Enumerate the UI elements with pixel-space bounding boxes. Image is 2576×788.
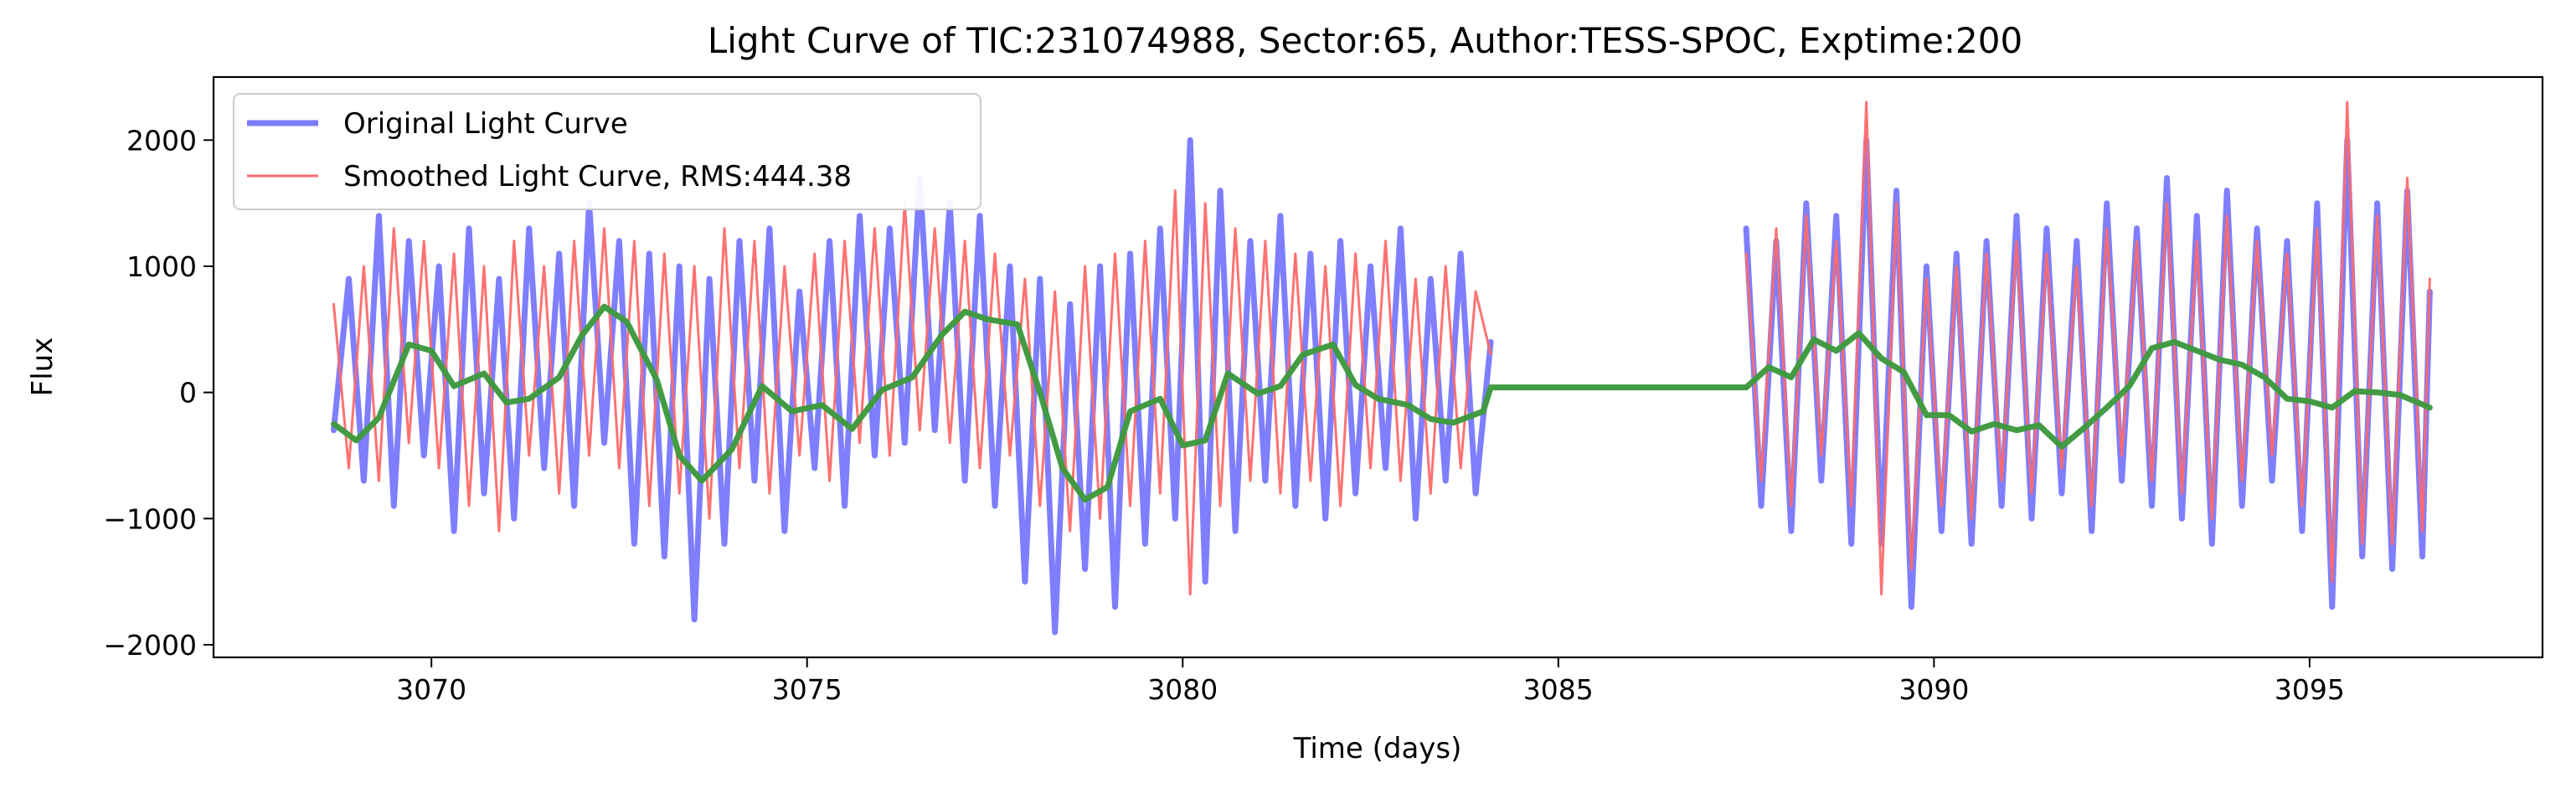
chart-title: Light Curve of TIC:231074988, Sector:65,… (708, 20, 2022, 61)
series-layer (331, 100, 2433, 636)
series-line-1-segment-1 (1744, 100, 2431, 596)
series-1 (332, 100, 2431, 596)
y-axis: −2000 −1000 0 1000 2000 (103, 124, 214, 662)
y-tick-label: 1000 (126, 250, 197, 283)
x-tick-label: 3070 (396, 673, 466, 706)
y-axis-label: Flux (26, 337, 59, 397)
x-tick-label: 3075 (772, 673, 842, 706)
plot-frame (212, 75, 2544, 659)
legend: Original Light Curve Smoothed Light Curv… (233, 93, 981, 210)
x-tick-label: 3090 (1899, 673, 1969, 706)
x-tick-label: 3085 (1523, 673, 1594, 706)
x-tick-label: 3095 (2275, 673, 2345, 706)
y-tick-label: −2000 (103, 629, 197, 662)
series-line-2-segment-0 (331, 303, 1749, 503)
x-axis-label: Time (days) (1293, 732, 1462, 765)
legend-label-smoothed: Smoothed Light Curve, RMS:444.38 (343, 160, 852, 193)
series-2 (331, 303, 2433, 503)
legend-box (233, 93, 981, 210)
series-line-1-segment-0 (332, 189, 1492, 596)
y-tick-label: 0 (179, 377, 197, 409)
y-tick-label: 2000 (126, 124, 197, 157)
x-axis: 3070 3075 3080 3085 3090 3095 (396, 657, 2345, 706)
series-line-2-segment-1 (1743, 330, 2433, 450)
legend-label-original: Original Light Curve (343, 107, 628, 141)
x-tick-label: 3080 (1147, 673, 1218, 706)
y-tick-label: −1000 (103, 502, 197, 535)
